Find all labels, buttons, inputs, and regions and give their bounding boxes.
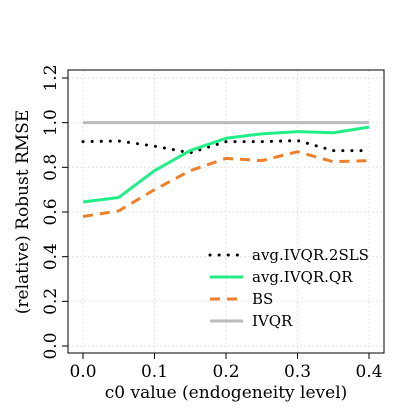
x-tick-label: 0.1 xyxy=(141,362,168,382)
series-line-avg-ivqr-2sls xyxy=(81,139,371,155)
axes: 0.0 0.1 0.2 0.3 0.4 0.0 0.2 0.4 0.6 0.8 1.0 1.2 xyxy=(41,64,383,382)
y-tick-label: 0.0 xyxy=(41,332,61,359)
x-tick-label: 0.2 xyxy=(212,362,239,382)
x-axis-title: c0 value (endogeneity level) xyxy=(105,383,348,403)
y-tick-label: 0.8 xyxy=(41,154,61,181)
y-tick-label: 0.4 xyxy=(41,243,61,270)
y-tick-label: 0.2 xyxy=(41,288,61,315)
series-lines xyxy=(81,121,371,218)
x-tick-label: 0.0 xyxy=(69,362,96,382)
series-line-bs xyxy=(82,150,370,218)
series-line-avg-ivqr-qr xyxy=(82,125,370,204)
legend: avg.IVQR.2SLS avg.IVQR.QR BS IVQR xyxy=(208,246,369,330)
x-tick-label: 0.3 xyxy=(284,362,311,382)
y-tick-label: 1.2 xyxy=(41,64,61,91)
legend-label: BS xyxy=(252,290,273,308)
y-tick-label: 0.6 xyxy=(41,198,61,225)
legend-label: avg.IVQR.2SLS xyxy=(252,246,369,264)
legend-label: IVQR xyxy=(252,312,293,330)
y-tick-label: 1.0 xyxy=(41,109,61,136)
x-tick-label: 0.4 xyxy=(355,362,382,382)
y-axis-title: (relative) Robust RMSE xyxy=(13,110,33,314)
grid-lines xyxy=(68,70,384,353)
legend-label: avg.IVQR.QR xyxy=(252,268,353,286)
